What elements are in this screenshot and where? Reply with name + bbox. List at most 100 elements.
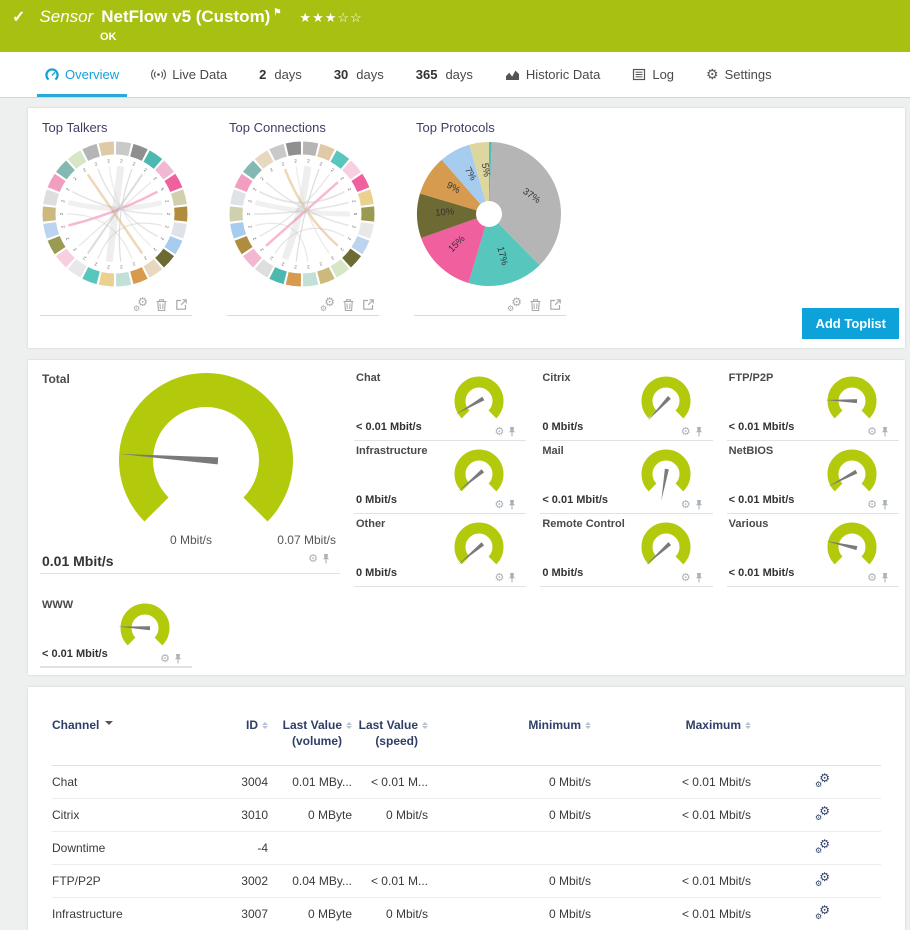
gauge-settings-icon[interactable]: ⚙ [680,499,691,511]
object-kind-label: Sensor [39,7,94,26]
gauge-settings-icon[interactable]: ⚙ [680,426,691,438]
svg-text:2: 2 [306,264,310,269]
tab-label: Overview [65,67,120,82]
tab-historic-data[interactable]: Historic Data [505,52,600,97]
value-cell: 3007 [241,907,268,922]
table-row-citrix[interactable]: Citrix 3010 0 MByte 0 Mbit/s 0 Mbit/s < 0.01 … [52,798,881,831]
tab-label: Historic Data [525,67,601,82]
log-list-icon [633,68,646,81]
svg-text:2: 2 [65,186,71,191]
top-protocols-pie-chart[interactable]: 37%17%15%10%9%7% 5% [414,139,564,289]
pin-icon[interactable] [881,572,889,583]
open-toplist-icon[interactable] [549,298,562,311]
pin-icon[interactable] [695,499,703,510]
gauge-settings-icon[interactable]: ⚙ [680,572,691,584]
toplist-settings-icon[interactable]: ⚙ ⚙ [133,295,148,313]
priority-stars[interactable]: ★★★☆☆ [299,10,363,25]
pin-icon[interactable] [695,426,703,437]
channel-settings-icon[interactable]: ⚙ ⚙ [815,771,830,790]
gauge-settings-icon[interactable]: ⚙ [867,426,877,438]
value-cell: < 0.01 Mbit/s [681,808,751,823]
pin-icon[interactable] [508,572,516,583]
channel-cell: Infrastructure [52,907,123,922]
svg-text:2: 2 [120,158,124,163]
open-toplist-icon[interactable] [175,298,188,311]
delete-toplist-icon[interactable] [529,298,542,312]
column-header-last-value[interactable]: Last Value (speed) [352,717,428,749]
pin-icon[interactable] [174,653,182,664]
gauge-other: Other 0 Mbit/s ⚙ [354,514,527,587]
channel-gauge [641,522,691,566]
svg-text:5%: 5% [479,162,492,178]
tab-live-data[interactable]: Live Data [151,52,227,97]
delete-toplist-icon[interactable] [342,298,355,312]
column-header-last-value[interactable]: Last Value (volume) [268,717,352,749]
svg-text:2: 2 [82,167,87,173]
channel-settings-icon[interactable]: ⚙ ⚙ [815,870,830,889]
channel-gauge [454,449,504,492]
table-row-ftp-p2p[interactable]: FTP/P2P 3002 0.04 MBy... < 0.01 M... 0 Mbit/… [52,864,881,897]
gauge-icon [45,67,59,80]
tab-log[interactable]: Log [632,52,674,97]
tab-365-days[interactable]: 365 days [416,52,473,97]
table-row-downtime[interactable]: Downtime -4 ⚙ ⚙ [52,831,881,864]
gauge-settings-icon[interactable]: ⚙ [160,653,170,665]
svg-text:2: 2 [247,199,253,203]
toplist-settings-icon[interactable]: ⚙ ⚙ [507,295,522,313]
add-toplist-button[interactable]: Add Toplist [802,308,899,339]
row-actions: ⚙ ⚙ [751,903,881,922]
svg-text:2: 2 [259,176,265,182]
gauge-ftp-p2p: FTP/P2P < 0.01 Mbit/s ⚙ [726,368,899,441]
gauge-settings-icon[interactable]: ⚙ [867,499,877,511]
svg-text:2: 2 [281,261,286,267]
svg-text:2: 2 [119,264,123,269]
channel-name: NetBIOS [728,445,774,457]
svg-text:2: 2 [94,161,99,167]
gauge-settings-icon[interactable]: ⚙ [494,426,505,438]
channel-name: Other [356,518,386,530]
channel-settings-icon[interactable]: ⚙ ⚙ [815,804,830,823]
pin-icon[interactable] [322,553,330,564]
value-cell: 0 Mbit/s [548,775,591,790]
tab-2-days[interactable]: 2 days [259,52,302,97]
pin-icon[interactable] [508,426,516,437]
gauge-actions: ⚙ [867,425,889,438]
channel-value: 0 Mbit/s [356,494,397,506]
gauge-settings-icon[interactable]: ⚙ [494,572,505,584]
svg-text:5: 5 [353,213,358,216]
toplist-actions: ⚙ ⚙ [227,294,379,316]
gauge-settings-icon[interactable]: ⚙ [308,553,318,565]
table-row-infrastructure[interactable]: Infrastructure 3007 0 MByte 0 Mbit/s 0 Mbit/… [52,897,881,930]
tab-30-days[interactable]: 30 days [334,52,384,97]
column-header-minimum[interactable]: Minimum [428,717,591,733]
column-header-id[interactable]: ID [212,717,268,733]
channel-name: Mail [542,445,564,457]
table-row-chat[interactable]: Chat 3004 0.01 MBy... < 0.01 M... 0 Mbit/s < … [52,765,881,798]
svg-text:2: 2 [339,247,345,253]
toplist-settings-icon[interactable]: ⚙ ⚙ [320,295,335,313]
open-toplist-icon[interactable] [362,298,375,311]
svg-text:2: 2 [330,167,335,173]
delete-toplist-icon[interactable] [155,298,168,312]
pin-icon[interactable] [508,499,516,510]
tab-overview[interactable]: Overview [36,52,128,97]
channel-settings-icon[interactable]: ⚙ ⚙ [815,903,830,922]
column-header-maximum[interactable]: Maximum [591,717,751,733]
pin-icon[interactable] [881,499,889,510]
pin-icon[interactable] [881,426,889,437]
pin-icon[interactable] [695,572,703,583]
channel-settings-icon[interactable]: ⚙ ⚙ [815,837,830,856]
svg-text:2: 2 [346,237,352,242]
tab-settings[interactable]: ⚙ Settings [706,52,772,97]
column-header-channel[interactable]: Channel [52,717,212,733]
channel-value: 0 Mbit/s [542,421,584,433]
svg-text:2: 2 [143,167,148,173]
row-actions: ⚙ ⚙ [751,837,881,856]
flag-icon[interactable]: ⚑ [273,7,282,18]
gauge-settings-icon[interactable]: ⚙ [494,499,505,511]
tab-num: 2 [259,67,267,82]
gauge-settings-icon[interactable]: ⚙ [867,572,877,584]
